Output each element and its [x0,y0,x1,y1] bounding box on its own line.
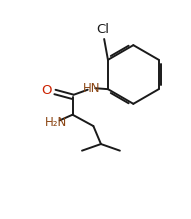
Text: O: O [41,84,52,97]
Text: H₂N: H₂N [44,116,67,129]
Text: Cl: Cl [96,23,109,36]
Text: HN: HN [83,82,100,95]
